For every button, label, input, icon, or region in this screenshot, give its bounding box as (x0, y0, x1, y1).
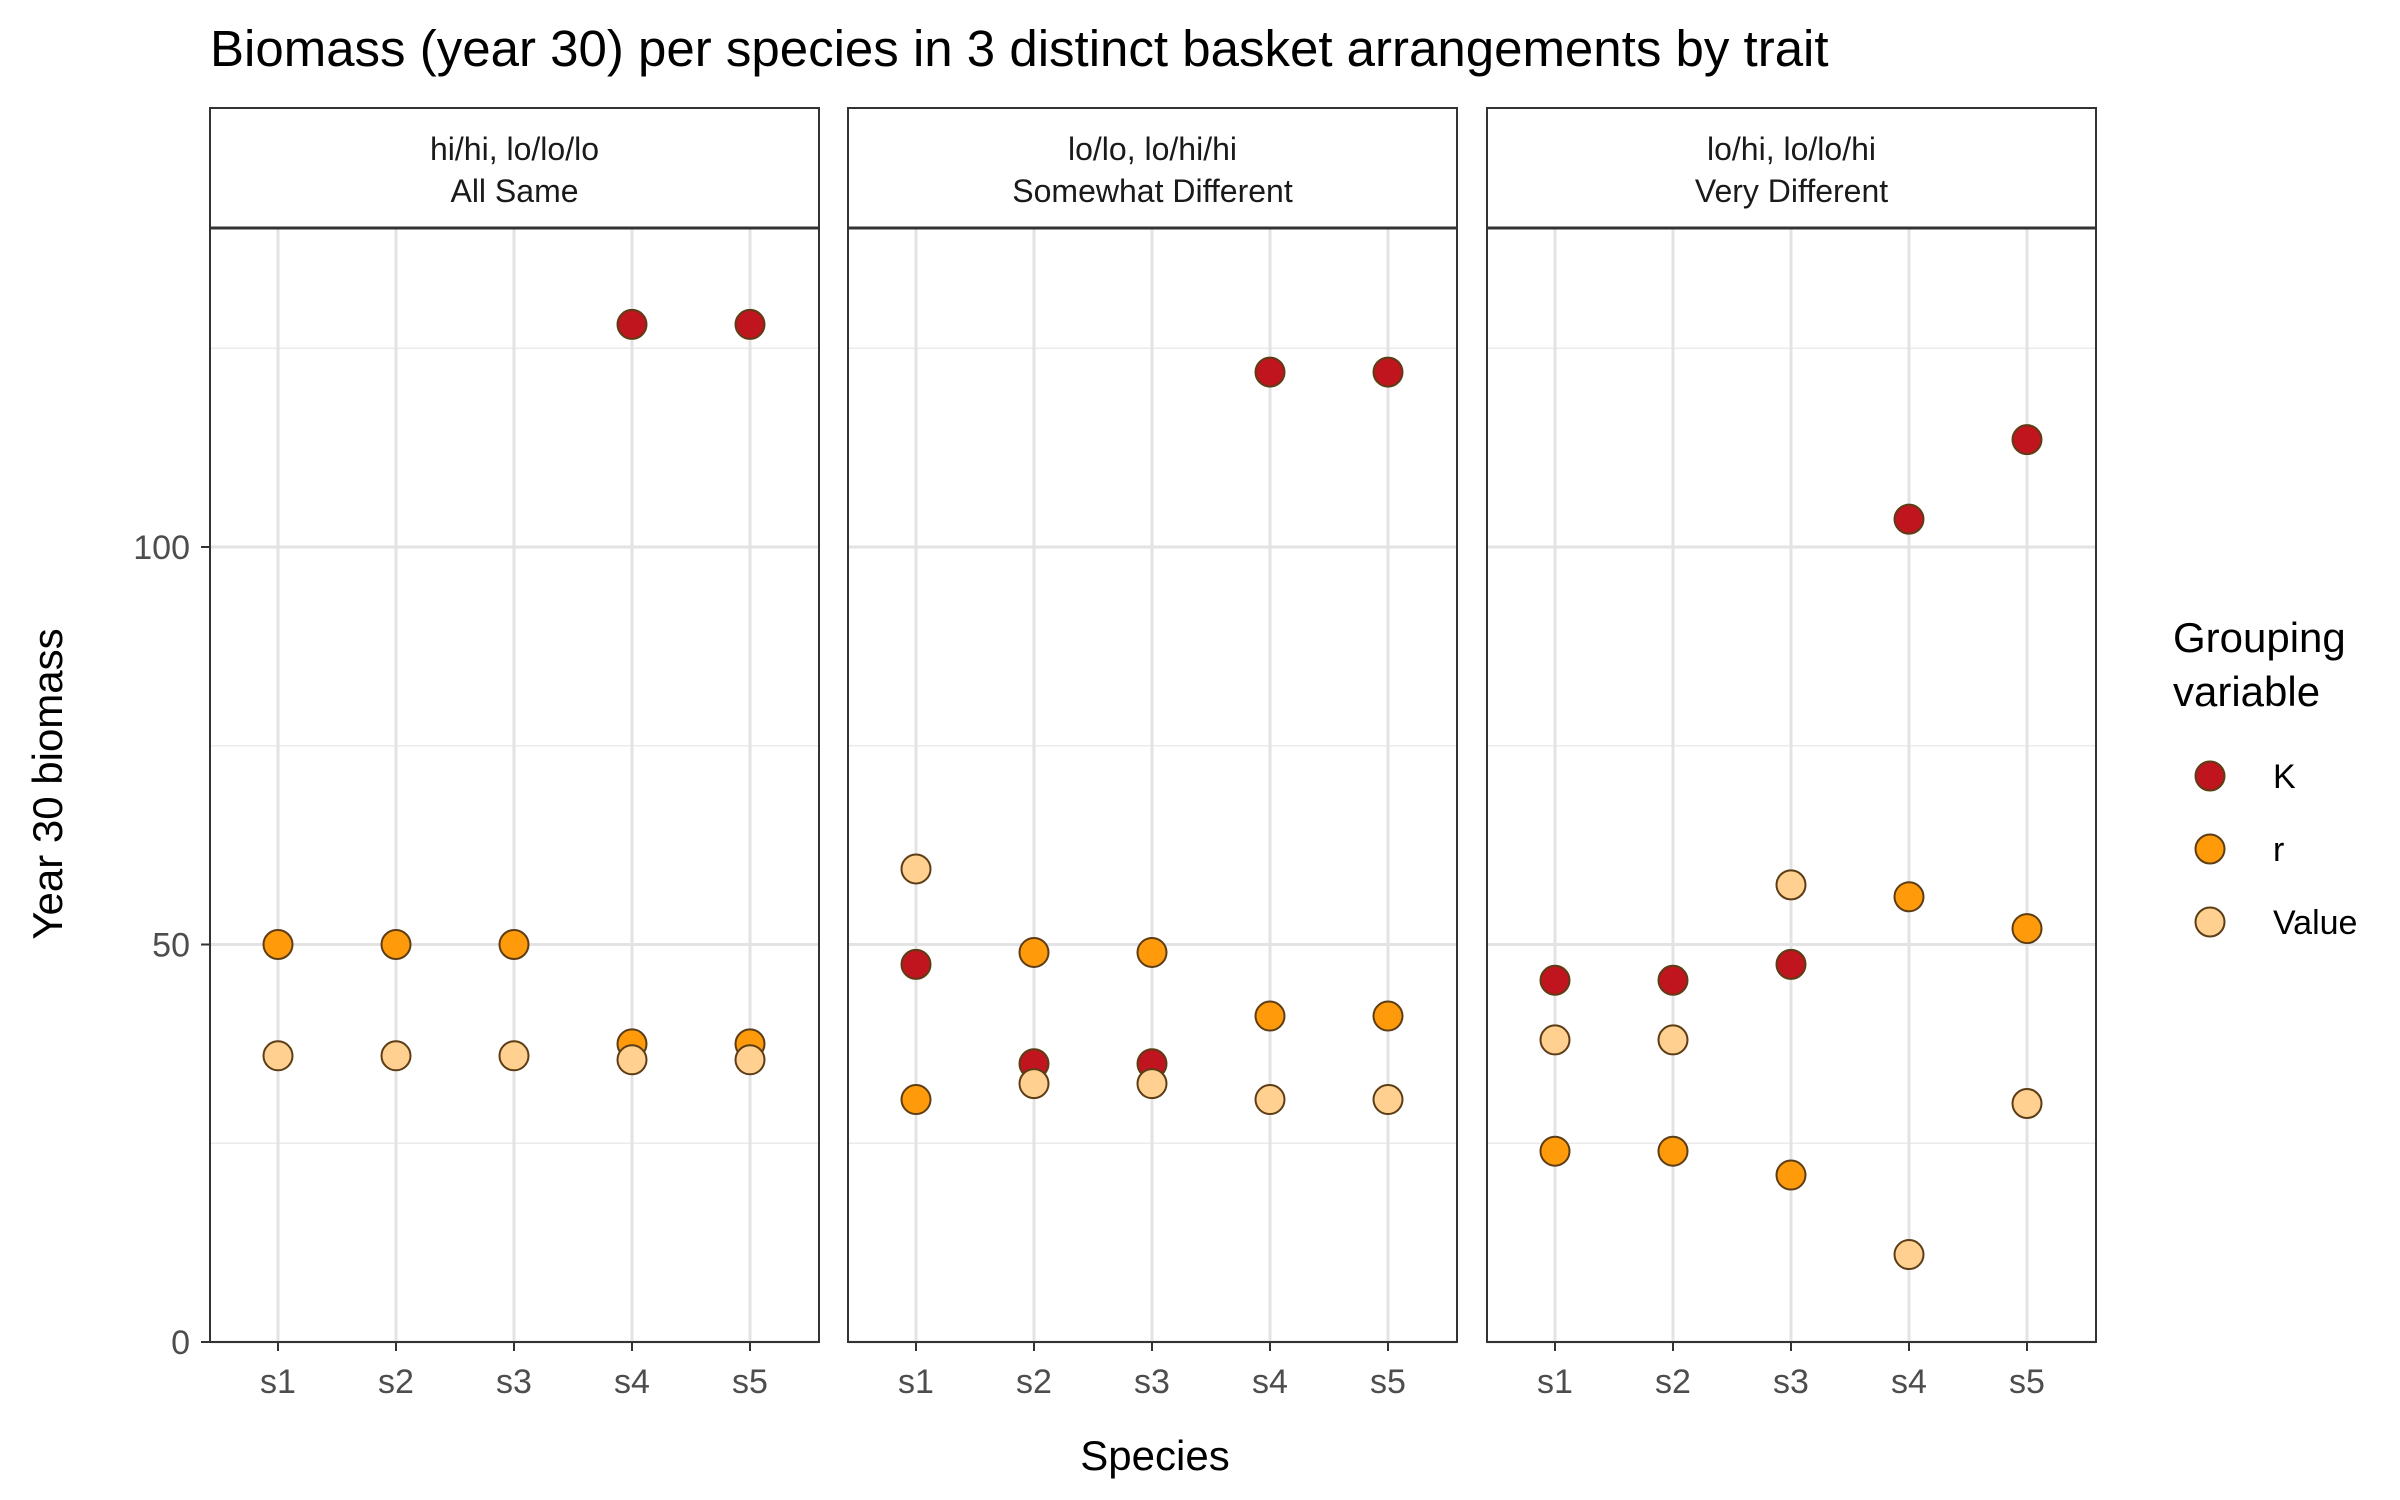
y-axis-title: Year 30 biomass (24, 628, 71, 939)
data-point-r (1775, 1159, 1807, 1191)
x-tick-label: s3 (496, 1363, 532, 1401)
data-point-r (380, 929, 412, 960)
legend-title: Grouping (2173, 614, 2346, 661)
legend-key-value (2194, 906, 2226, 938)
x-tick-label: s4 (1891, 1363, 1927, 1401)
facet-panel: hi/hi, lo/lo/lo All Same s1 s2 s3 s4 s5 (209, 107, 820, 1401)
y-tick-label: 50 (152, 927, 190, 965)
y-tick-label: 0 (171, 1324, 190, 1362)
data-point-r (900, 1084, 932, 1116)
data-point-value (1775, 869, 1807, 901)
data-point-r (1018, 936, 1050, 968)
x-tick-label: s5 (2009, 1363, 2045, 1401)
strip-box (1486, 107, 2097, 229)
data-point-k (1372, 356, 1404, 388)
data-point-r (1254, 1000, 1286, 1032)
strip-label-line1: hi/hi, lo/lo/lo (430, 131, 599, 167)
legend-key-r (2194, 833, 2226, 865)
x-tick-label: s4 (1252, 1363, 1288, 1401)
strip-label-line2: Very Different (1695, 173, 1888, 209)
strip-box (847, 107, 1458, 229)
data-point-k (1775, 948, 1807, 980)
x-tick-label: s1 (260, 1363, 296, 1401)
data-point-value (1539, 1024, 1571, 1056)
data-point-r (1136, 936, 1168, 968)
x-tick-label: s3 (1773, 1363, 1809, 1401)
legend-title: variable (2173, 668, 2320, 715)
y-axis: 0 50 100 (133, 529, 210, 1362)
x-tick-label: s2 (1655, 1363, 1691, 1401)
legend-key-k (2194, 760, 2226, 792)
legend-label: Value (2273, 904, 2357, 942)
data-point-value (734, 1044, 766, 1076)
data-point-r (1893, 881, 1925, 913)
data-point-value (900, 853, 932, 885)
legend: Grouping variable Kr Value (2173, 614, 2357, 942)
data-point-r (2011, 913, 2043, 945)
data-point-k (1657, 964, 1689, 996)
x-tick-label: s2 (378, 1363, 414, 1401)
strip-label-line2: Somewhat Different (1012, 173, 1293, 209)
strip-label-line2: All Same (450, 173, 578, 209)
facet-panel: lo/lo, lo/hi/hi Somewhat Different s1 s2 s3 s… (847, 107, 1458, 1401)
strip-box (209, 107, 820, 229)
data-point-r (1539, 1135, 1571, 1167)
data-point-r (262, 929, 294, 960)
x-axis-title: Species (1080, 1432, 1229, 1479)
data-point-k (616, 308, 648, 340)
data-point-value (1018, 1068, 1050, 1100)
y-tick-label: 100 (133, 529, 190, 567)
x-tick-label: s1 (1537, 1363, 1573, 1401)
facet-panel: lo/hi, lo/lo/hi Very Different s1 s2 s3 s4 s5 (1486, 107, 2097, 1401)
data-point-k (734, 308, 766, 340)
data-point-value (498, 1040, 530, 1072)
data-point-value (616, 1044, 648, 1076)
data-point-value (1657, 1024, 1689, 1056)
strip-label-line1: lo/hi, lo/lo/hi (1707, 131, 1876, 167)
data-point-value (1136, 1068, 1168, 1100)
legend-label: r (2273, 831, 2284, 869)
data-point-value (2011, 1088, 2043, 1119)
data-point-k (1254, 356, 1286, 388)
strip-label-line1: lo/lo, lo/hi/hi (1068, 131, 1237, 167)
x-tick-label: s4 (614, 1363, 650, 1401)
x-tick-label: s5 (1370, 1363, 1406, 1401)
data-point-r (1657, 1135, 1689, 1167)
x-tick-label: s1 (898, 1363, 934, 1401)
data-point-k (900, 948, 932, 980)
x-tick-label: s2 (1016, 1363, 1052, 1401)
legend-label: K (2273, 758, 2296, 796)
data-point-k (2011, 424, 2043, 456)
chart-title: Biomass (year 30) per species in 3 disti… (210, 20, 1829, 77)
x-tick-label: s5 (732, 1363, 768, 1401)
data-point-r (498, 929, 530, 960)
data-point-value (1254, 1084, 1286, 1116)
data-point-value (262, 1040, 294, 1072)
data-point-r (1372, 1000, 1404, 1032)
data-point-value (1893, 1239, 1925, 1271)
data-point-value (1372, 1084, 1404, 1116)
data-point-value (380, 1040, 412, 1072)
data-point-k (1893, 503, 1925, 535)
data-point-k (1539, 964, 1571, 996)
x-tick-label: s3 (1134, 1363, 1170, 1401)
